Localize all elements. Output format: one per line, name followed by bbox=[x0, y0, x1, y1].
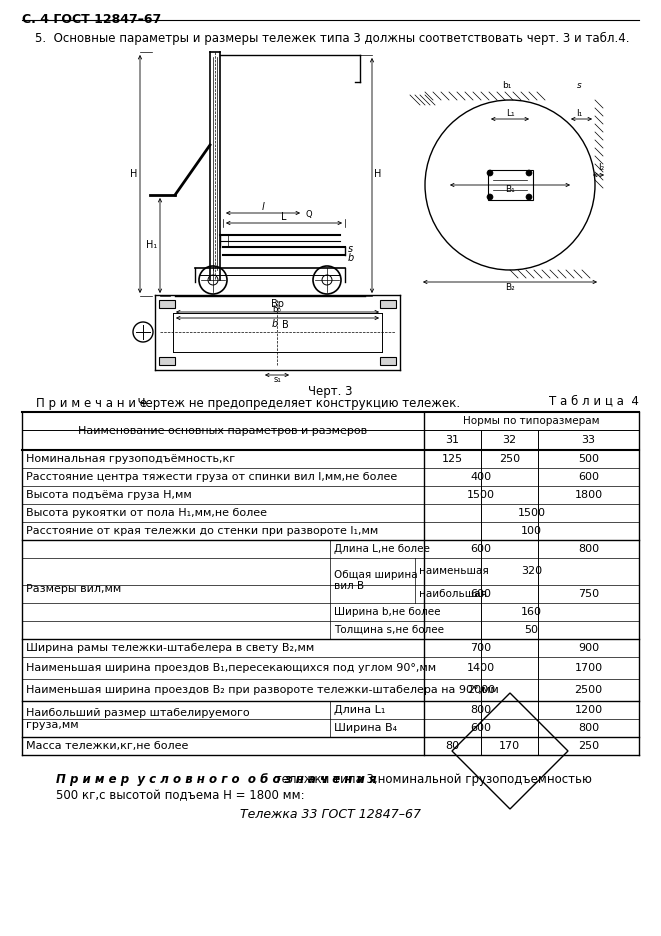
Text: Высота рукоятки от пола H₁,мм,не более: Высота рукоятки от пола H₁,мм,не более bbox=[26, 508, 267, 518]
Text: Т а б л и ц а  4: Т а б л и ц а 4 bbox=[549, 394, 639, 407]
Text: 700: 700 bbox=[471, 643, 492, 653]
Text: 5.  Основные параметры и размеры тележек типа 3 должны соответствовать черт. 3 и: 5. Основные параметры и размеры тележек … bbox=[35, 32, 629, 45]
Text: Ширина b,не более: Ширина b,не более bbox=[334, 607, 440, 617]
Text: b₁: b₁ bbox=[502, 81, 512, 91]
Text: 1800: 1800 bbox=[574, 490, 603, 500]
Text: L: L bbox=[281, 212, 287, 222]
Circle shape bbox=[313, 266, 341, 294]
Circle shape bbox=[487, 194, 493, 200]
Text: 160: 160 bbox=[521, 607, 542, 617]
Text: Ширина B₄: Ширина B₄ bbox=[334, 723, 397, 733]
Circle shape bbox=[199, 266, 227, 294]
Text: Номинальная грузоподъёмность,кг: Номинальная грузоподъёмность,кг bbox=[26, 454, 235, 464]
Text: наименьшая: наименьшая bbox=[419, 566, 488, 577]
Text: 320: 320 bbox=[521, 566, 542, 577]
Text: Высота подъёма груза H,мм: Высота подъёма груза H,мм bbox=[26, 490, 192, 500]
Text: l₂: l₂ bbox=[598, 163, 604, 171]
Text: 600: 600 bbox=[471, 544, 492, 554]
Circle shape bbox=[425, 100, 595, 270]
Text: Размеры вил,мм: Размеры вил,мм bbox=[26, 584, 121, 594]
Text: H: H bbox=[130, 169, 137, 179]
Text: L₁: L₁ bbox=[506, 109, 514, 118]
Bar bbox=[380, 300, 396, 308]
Text: Масса тележки,кг,не более: Масса тележки,кг,не более bbox=[26, 741, 188, 751]
Text: 500 кг,с высотой подъема H = 1800 мм:: 500 кг,с высотой подъема H = 1800 мм: bbox=[56, 789, 305, 802]
Text: С. 4 ГОСТ 12847–67: С. 4 ГОСТ 12847–67 bbox=[22, 13, 161, 26]
Text: 1500: 1500 bbox=[518, 508, 545, 518]
Circle shape bbox=[208, 275, 218, 285]
Text: s: s bbox=[577, 81, 582, 91]
Text: b: b bbox=[272, 319, 278, 329]
Circle shape bbox=[526, 170, 532, 176]
Text: Расстояние центра тяжести груза от спинки вил l,мм,не более: Расстояние центра тяжести груза от спинк… bbox=[26, 472, 397, 482]
Text: Черт. 3: Черт. 3 bbox=[308, 385, 352, 398]
Bar bbox=[380, 357, 396, 365]
Text: 400: 400 bbox=[471, 472, 492, 482]
Circle shape bbox=[322, 275, 332, 285]
Bar bbox=[159, 300, 175, 308]
Text: 500: 500 bbox=[578, 454, 599, 464]
Bar bbox=[159, 357, 175, 365]
Text: Наименование основных параметров и размеров: Наименование основных параметров и разме… bbox=[79, 426, 368, 436]
Text: H: H bbox=[374, 169, 381, 179]
Text: 250: 250 bbox=[499, 454, 520, 464]
Text: 80: 80 bbox=[446, 741, 459, 751]
Text: Общая ширина
вил B: Общая ширина вил B bbox=[334, 570, 418, 592]
Text: 125: 125 bbox=[442, 454, 463, 464]
Text: 800: 800 bbox=[471, 705, 492, 715]
Text: 800: 800 bbox=[578, 544, 599, 554]
Text: b: b bbox=[348, 253, 354, 263]
Text: тележки типа 3,номинальной грузоподъемностью: тележки типа 3,номинальной грузоподъемно… bbox=[271, 773, 592, 786]
Text: l: l bbox=[262, 202, 264, 212]
Text: Длина L,не более: Длина L,не более bbox=[334, 544, 430, 554]
Text: Тележка 33 ГОСТ 12847–67: Тележка 33 ГОСТ 12847–67 bbox=[239, 808, 420, 821]
Text: B₂: B₂ bbox=[505, 284, 515, 292]
Text: 250: 250 bbox=[578, 741, 599, 751]
Text: Длина L₁: Длина L₁ bbox=[334, 705, 385, 715]
Text: Q: Q bbox=[305, 211, 311, 220]
Text: 600: 600 bbox=[578, 472, 599, 482]
Text: 600: 600 bbox=[471, 723, 492, 733]
Text: 1400: 1400 bbox=[467, 663, 495, 673]
Text: b₀: b₀ bbox=[272, 305, 282, 314]
Text: l₁: l₁ bbox=[576, 109, 582, 118]
Text: Расстояние от края тележки до стенки при развороте l₁,мм: Расстояние от края тележки до стенки при… bbox=[26, 526, 378, 536]
Text: Наименьшая ширина проездов B₂ при развороте тележки-штабелера на 90°,мм: Наименьшая ширина проездов B₂ при развор… bbox=[26, 685, 499, 695]
Text: наибольшая: наибольшая bbox=[419, 589, 487, 599]
Text: 750: 750 bbox=[578, 589, 599, 599]
Text: Чертеж не предопределяет конструкцию тележек.: Чертеж не предопределяет конструкцию тел… bbox=[130, 397, 460, 410]
Text: 1500: 1500 bbox=[467, 490, 495, 500]
Circle shape bbox=[133, 322, 153, 342]
Text: Наибольший размер штабелируемого
груза,мм: Наибольший размер штабелируемого груза,м… bbox=[26, 709, 250, 730]
Text: Толщина s,не более: Толщина s,не более bbox=[334, 625, 444, 635]
Text: Нормы по типоразмерам: Нормы по типоразмерам bbox=[463, 416, 600, 426]
Text: 800: 800 bbox=[578, 723, 599, 733]
Text: 2000: 2000 bbox=[467, 685, 495, 695]
Text: П р и м е ч а н и е.: П р и м е ч а н и е. bbox=[36, 397, 151, 410]
Text: 900: 900 bbox=[578, 643, 599, 653]
Text: 600: 600 bbox=[471, 589, 492, 599]
Text: 33: 33 bbox=[581, 435, 595, 445]
Text: 31: 31 bbox=[445, 435, 459, 445]
Bar bbox=[488, 170, 533, 200]
Text: B₁: B₁ bbox=[505, 185, 515, 195]
Text: 100: 100 bbox=[521, 526, 542, 536]
Text: 50: 50 bbox=[524, 625, 539, 635]
Text: H₁: H₁ bbox=[146, 240, 157, 250]
Text: B: B bbox=[282, 320, 289, 330]
Text: Ширина рамы тележки-штабелера в свету B₂,мм: Ширина рамы тележки-штабелера в свету B₂… bbox=[26, 643, 314, 653]
Text: 170: 170 bbox=[499, 741, 520, 751]
Text: Наименьшая ширина проездов B₁,пересекающихся под углом 90°,мм: Наименьшая ширина проездов B₁,пересекающ… bbox=[26, 663, 436, 673]
Text: 1200: 1200 bbox=[574, 705, 603, 715]
Text: 1700: 1700 bbox=[574, 663, 603, 673]
Text: 2500: 2500 bbox=[574, 685, 603, 695]
Text: 32: 32 bbox=[502, 435, 516, 445]
Text: s₁: s₁ bbox=[273, 375, 281, 385]
Text: s: s bbox=[348, 244, 353, 254]
Circle shape bbox=[487, 170, 493, 176]
Text: П р и м е р  у с л о в н о г о  о б о з н а ч е н и я: П р и м е р у с л о в н о г о о б о з н … bbox=[56, 773, 377, 786]
Circle shape bbox=[526, 194, 532, 200]
Text: Bр: Bр bbox=[270, 299, 284, 309]
